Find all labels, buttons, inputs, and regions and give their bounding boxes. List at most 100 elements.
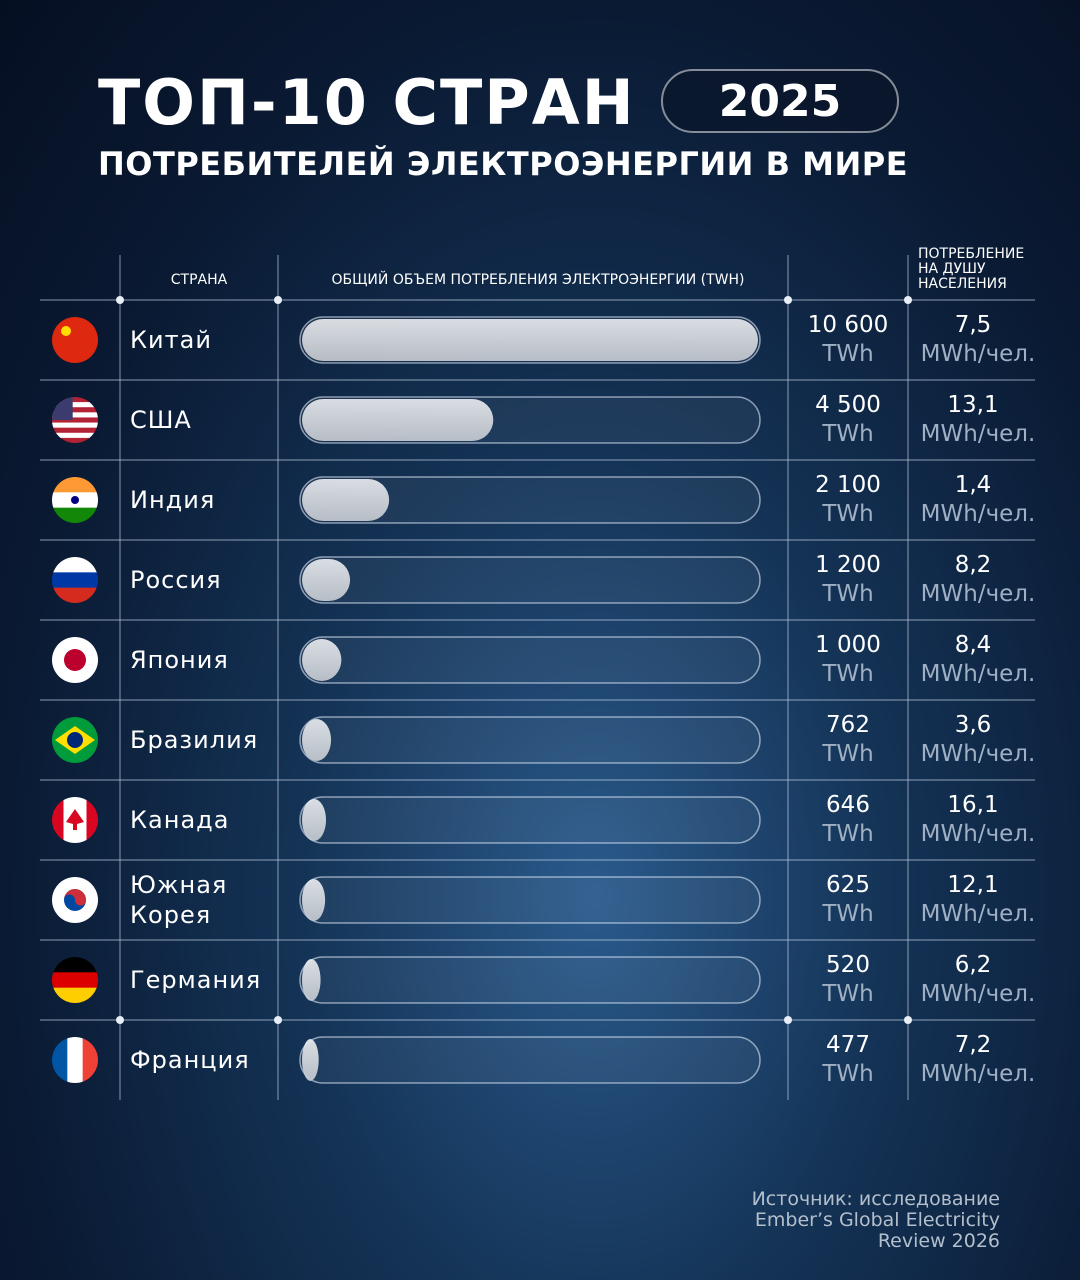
- bar: [302, 799, 327, 841]
- country-name: Германия: [130, 966, 262, 994]
- bar: [302, 639, 342, 681]
- source-line: Ember’s Global Electricity: [754, 1209, 1000, 1231]
- flag: [52, 557, 98, 603]
- flag-part: [61, 326, 71, 336]
- country-name: Франция: [130, 1046, 250, 1074]
- per-capita-label: 6,2: [954, 952, 992, 978]
- flag-part: [52, 417, 98, 424]
- flag-part: [52, 572, 98, 589]
- flag: [52, 637, 98, 683]
- value-label: 2 100: [815, 472, 881, 498]
- flag: [52, 1037, 98, 1083]
- country-name: Канада: [130, 806, 230, 834]
- value-label: 1 200: [815, 552, 881, 578]
- value-unit: TWh: [822, 981, 874, 1007]
- flag-part: [52, 422, 98, 429]
- node-dot: [116, 1016, 124, 1024]
- flag-part: [52, 317, 98, 363]
- per-capita-unit: MWh/чел.: [920, 821, 1036, 847]
- bar: [302, 319, 758, 361]
- flag-part: [67, 1037, 84, 1083]
- country-name: Китай: [130, 326, 212, 354]
- per-capita-unit: MWh/чел.: [920, 741, 1036, 767]
- flag-part: [52, 1037, 68, 1083]
- per-capita-label: 8,4: [954, 632, 992, 658]
- column-header: СТРАНА: [170, 272, 228, 288]
- year-pill: [661, 69, 899, 133]
- flag-part: [52, 972, 98, 989]
- per-capita-label: 13,1: [947, 392, 999, 418]
- country-name: Россия: [130, 566, 222, 594]
- flag-part: [52, 427, 98, 434]
- flag: [52, 397, 98, 443]
- flag-part: [52, 507, 98, 523]
- flag-part: [64, 889, 86, 906]
- per-capita-unit: MWh/чел.: [920, 981, 1036, 1007]
- flag-part: [52, 987, 98, 1003]
- year: 2025: [718, 76, 842, 127]
- per-capita-label: 16,1: [947, 792, 999, 818]
- per-capita-label: 8,2: [954, 552, 992, 578]
- bar-track: [299, 1036, 761, 1084]
- per-capita-label: 7,2: [954, 1032, 992, 1058]
- node-dot: [904, 1016, 912, 1024]
- bar: [302, 719, 332, 761]
- flag: [52, 877, 98, 923]
- value-unit: TWh: [822, 741, 874, 767]
- bar: [302, 479, 390, 521]
- flag-part: [52, 477, 98, 493]
- bar: [302, 879, 326, 921]
- per-capita-label: 3,6: [954, 712, 992, 738]
- flag-part: [64, 649, 86, 671]
- flag-part: [52, 397, 73, 420]
- value-label: 4 500: [815, 392, 881, 418]
- node-dot: [904, 296, 912, 304]
- node-dot: [784, 1016, 792, 1024]
- value-unit: TWh: [822, 1061, 874, 1087]
- per-capita-unit: MWh/чел.: [920, 341, 1036, 367]
- source-line: Источник: исследование: [751, 1188, 1000, 1210]
- country-name: США: [130, 406, 192, 434]
- node-dot: [274, 1016, 282, 1024]
- subtitle: ПОТРЕБИТЕЛЕЙ ЭЛЕКТРОЭНЕРГИИ В МИРЕ: [98, 145, 909, 183]
- node-dot: [116, 296, 124, 304]
- value-label: 1 000: [815, 632, 881, 658]
- flag: [52, 797, 98, 843]
- node-dot: [784, 296, 792, 304]
- flag-part: [66, 809, 84, 830]
- node-dot: [274, 296, 282, 304]
- title: ТОП-10 СТРАН: [98, 66, 636, 139]
- bar-track: [299, 876, 761, 924]
- country-name: Бразилия: [130, 726, 259, 754]
- per-capita-unit: MWh/чел.: [920, 1061, 1036, 1087]
- column-header: ПОТРЕБЛЕНИЕ НА ДУШУ НАСЕЛЕНИЯ: [918, 246, 1025, 292]
- bar-track: [299, 476, 761, 524]
- flag-part: [52, 407, 98, 413]
- per-capita-label: 1,4: [954, 472, 992, 498]
- bar-track: [299, 556, 761, 604]
- value-unit: TWh: [822, 421, 874, 447]
- value-label: 477: [826, 1032, 870, 1058]
- value-unit: TWh: [822, 341, 874, 367]
- value-unit: TWh: [822, 901, 874, 927]
- per-capita-unit: MWh/чел.: [920, 501, 1036, 527]
- flag-part: [86, 797, 98, 843]
- country-name: Южная Корея: [130, 871, 228, 929]
- country-name: Индия: [130, 486, 216, 514]
- value-unit: TWh: [822, 821, 874, 847]
- bar: [302, 559, 351, 601]
- country-name: Япония: [130, 646, 229, 674]
- flag-part: [52, 432, 98, 439]
- flag-part: [52, 557, 98, 573]
- value-unit: TWh: [822, 661, 874, 687]
- column-header: ОБЩИЙ ОБЪЕМ ПОТРЕБЛЕНИЯ ЭЛЕКТРОЭНЕРГИИ (…: [331, 272, 745, 288]
- per-capita-unit: MWh/чел.: [920, 581, 1036, 607]
- bar: [302, 1039, 319, 1081]
- per-capita-label: 7,5: [954, 312, 992, 338]
- value-unit: TWh: [822, 581, 874, 607]
- flag: [52, 477, 98, 523]
- bar-track: [299, 716, 761, 764]
- flag-part: [52, 437, 98, 443]
- flag-part: [71, 496, 79, 504]
